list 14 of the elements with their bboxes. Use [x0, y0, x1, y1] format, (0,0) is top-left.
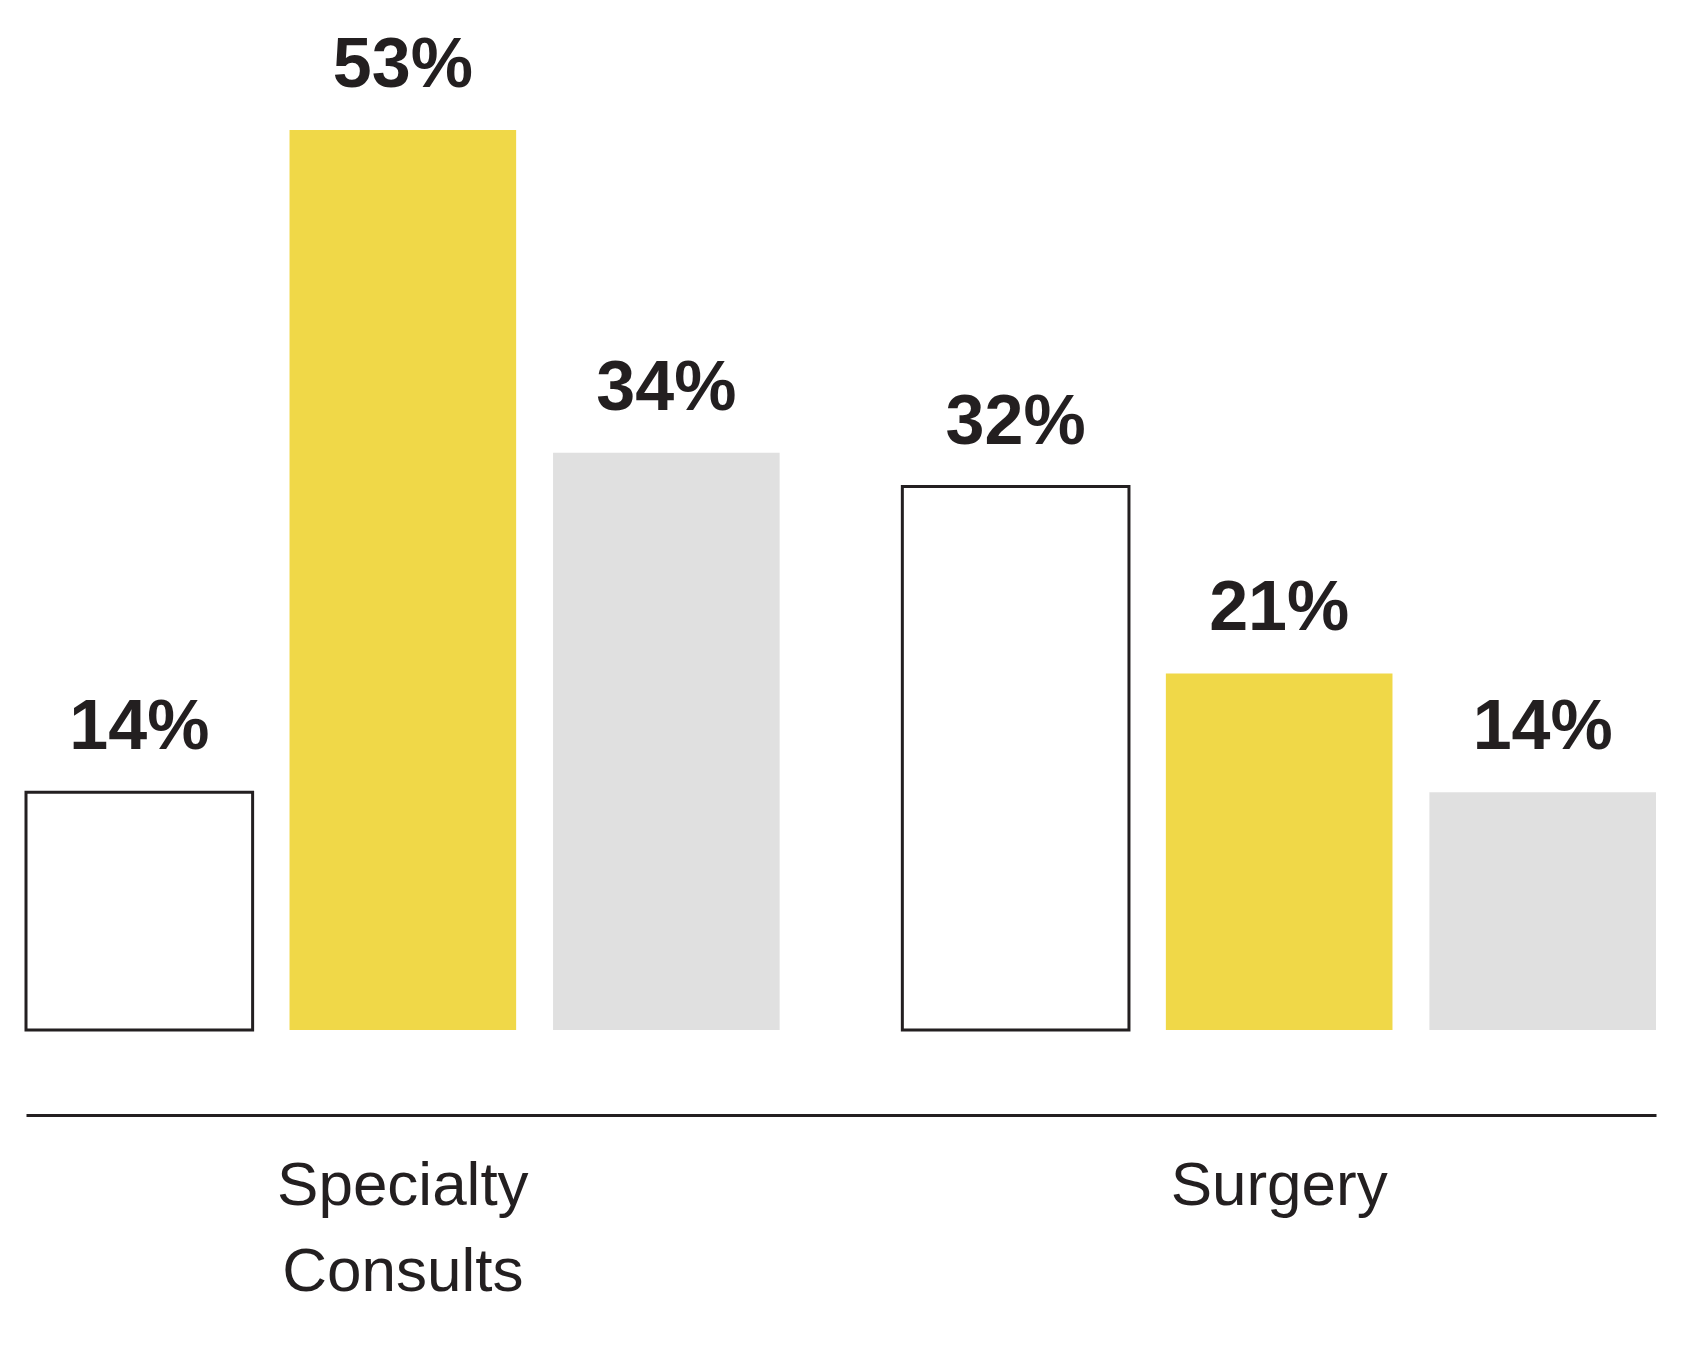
data-label: 53% [332, 24, 473, 102]
bar [24, 790, 255, 1032]
data-label: 32% [945, 380, 1086, 459]
bar [289, 130, 517, 1030]
bar [1165, 673, 1393, 1030]
bar [900, 485, 1131, 1032]
data-label: 21% [1209, 567, 1350, 646]
x-tick-label: Surgery [1170, 1148, 1388, 1218]
bar [553, 452, 780, 1030]
data-label: 14% [1472, 686, 1613, 765]
x-tick-label: Specialty Consults [277, 1148, 529, 1304]
data-label: 14% [69, 686, 210, 765]
data-label: 34% [596, 346, 737, 425]
bar [1429, 792, 1656, 1030]
